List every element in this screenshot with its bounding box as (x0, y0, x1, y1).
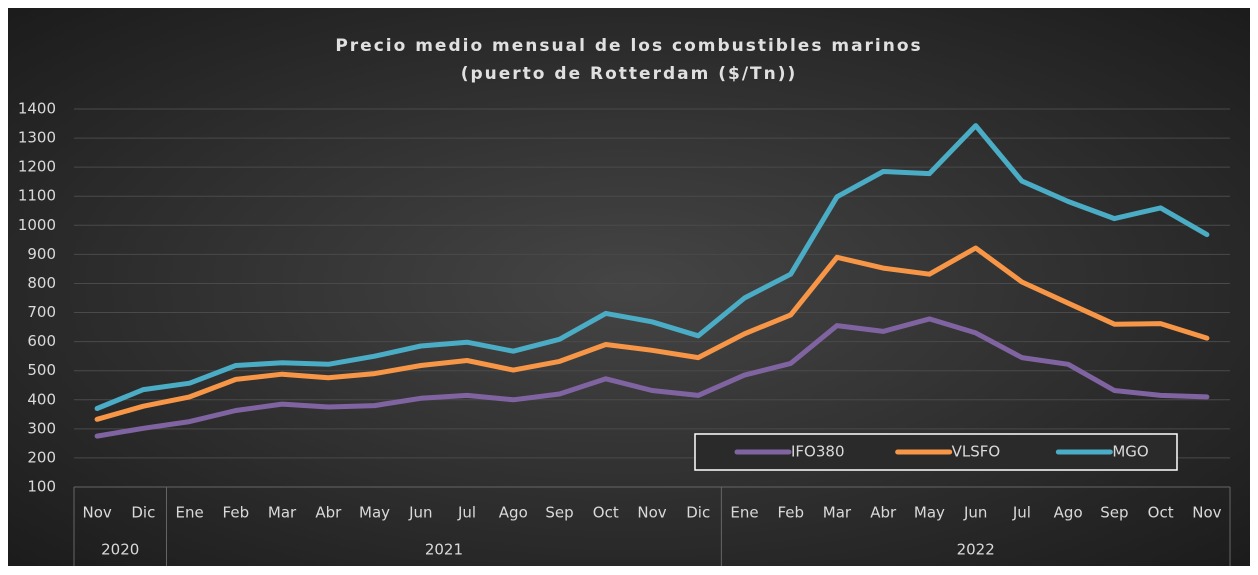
y-tick-label: 1100 (18, 187, 56, 205)
y-tick-label: 100 (27, 478, 56, 496)
x-tick-label: Ene (730, 504, 758, 522)
y-tick-label: 1000 (18, 216, 56, 234)
x-tick-label: Nov (1192, 504, 1221, 522)
y-tick-label: 900 (27, 245, 56, 263)
x-tick-label: Sep (1100, 504, 1128, 522)
x-tick-label: Ago (1054, 504, 1083, 522)
x-tick-label: Jul (457, 504, 476, 522)
x-tick-label: May (359, 504, 390, 522)
legend-label: MGO (1112, 443, 1148, 461)
x-tick-label: Jul (1012, 504, 1031, 522)
x-tick-label: Abr (315, 504, 342, 522)
line-series (94, 316, 1210, 439)
y-tick-label: 300 (27, 419, 56, 437)
x-tick-label: Oct (1148, 504, 1174, 522)
x-tick-label: Feb (223, 504, 250, 522)
y-tick-label: 1200 (18, 158, 56, 176)
legend-label: IFO380 (791, 443, 845, 461)
x-tick-label: Jun (963, 504, 987, 522)
y-tick-label: 700 (27, 303, 56, 321)
x-tick-label: Mar (823, 504, 852, 522)
x-tick-label: Mar (268, 504, 297, 522)
y-tick-label: 1300 (18, 129, 56, 147)
x-tick-label: Nov (637, 504, 666, 522)
y-tick-label: 600 (27, 332, 56, 350)
x-group-label: 2022 (957, 541, 995, 559)
line-series (94, 245, 1210, 422)
x-tick-label: Dic (686, 504, 710, 522)
y-tick-label: 1400 (18, 100, 56, 118)
x-group-label: 2020 (101, 541, 139, 559)
chart-title: (puerto de Rotterdam ($/Tn)) (461, 64, 798, 84)
y-tick-label: 800 (27, 274, 56, 292)
chart-title: Precio medio mensual de los combustibles… (335, 36, 922, 56)
x-group-label: 2021 (425, 541, 463, 559)
x-tick-label: Jun (408, 504, 432, 522)
x-tick-label: Ago (499, 504, 528, 522)
x-tick-label: Sep (545, 504, 573, 522)
x-tick-label: Dic (131, 504, 155, 522)
legend-label: VLSFO (952, 443, 1001, 461)
x-tick-label: Ene (175, 504, 203, 522)
x-tick-label: Nov (82, 504, 111, 522)
y-tick-label: 400 (27, 390, 56, 408)
x-tick-label: May (914, 504, 945, 522)
line-series (94, 123, 1210, 411)
chart-background (8, 8, 1250, 566)
x-tick-label: Feb (777, 504, 804, 522)
x-tick-label: Abr (870, 504, 897, 522)
y-tick-label: 500 (27, 361, 56, 379)
x-tick-label: Oct (593, 504, 619, 522)
y-tick-label: 200 (27, 448, 56, 466)
